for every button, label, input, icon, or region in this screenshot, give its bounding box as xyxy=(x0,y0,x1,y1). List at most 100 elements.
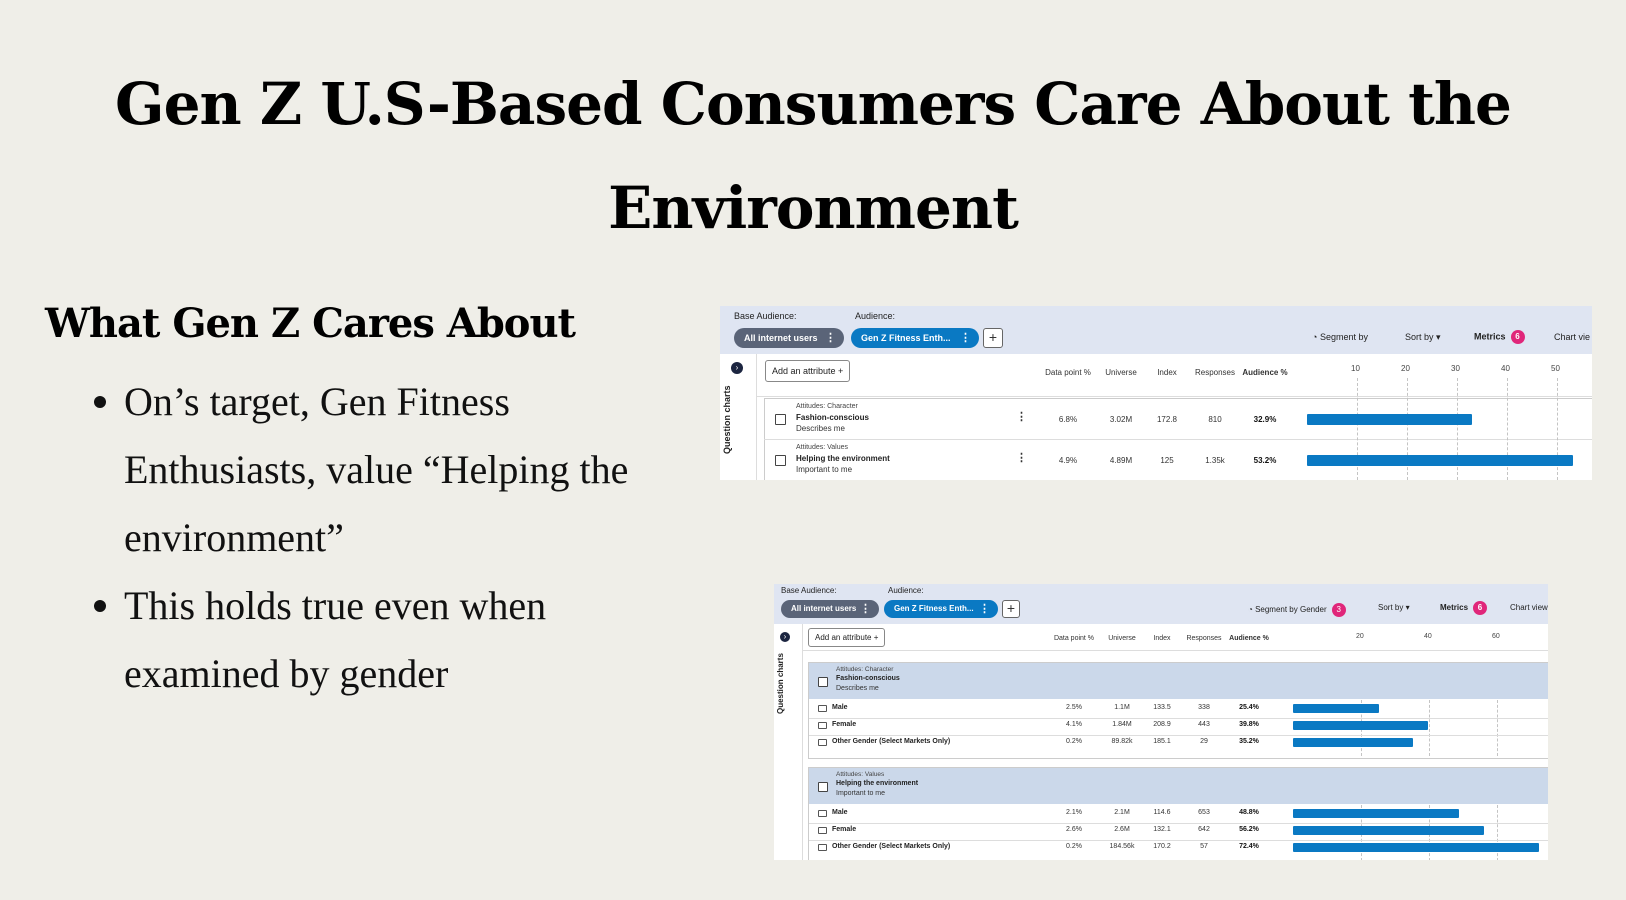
audience-value: 32.9% xyxy=(1253,415,1277,424)
axis-tick-label: 30 xyxy=(1451,364,1460,373)
audience-value: 53.2% xyxy=(1253,456,1277,465)
data-point-value: 2.5% xyxy=(1066,704,1082,711)
sort-by-label: Sort by xyxy=(1378,603,1404,612)
expand-arrow-icon[interactable]: › xyxy=(731,362,743,374)
data-point-value: 2.1% xyxy=(1066,809,1082,816)
add-attribute-label: Add an attribute xyxy=(815,633,872,642)
audience-bar xyxy=(1293,826,1485,835)
audience-pill[interactable]: Gen Z Fitness Enth... ⋮ xyxy=(851,328,979,348)
add-audience-button[interactable]: + xyxy=(1002,600,1020,618)
segment-label: Other Gender (Select Markets Only) xyxy=(832,738,951,745)
audience-pill[interactable]: Gen Z Fitness Enth... ⋮ xyxy=(884,600,998,618)
segment-label: Other Gender (Select Markets Only) xyxy=(832,843,951,850)
question-charts-sidebar: › Question charts xyxy=(720,354,757,480)
metrics-button[interactable]: Metrics 6 xyxy=(1440,601,1488,615)
segment-by-label: Segment by Gender xyxy=(1255,605,1327,615)
column-header: Universe xyxy=(1105,368,1137,377)
row-name: Fashion-conscious xyxy=(796,413,869,422)
audience-value: 72.4% xyxy=(1239,843,1259,850)
axis-tick-label: 50 xyxy=(1551,364,1560,373)
responses-value: 642 xyxy=(1198,826,1210,833)
chart-view-button[interactable]: Chart vie xyxy=(1554,332,1591,342)
group-header xyxy=(809,768,1548,804)
kebab-icon[interactable]: ⋮ xyxy=(1016,411,1027,423)
segment-icon xyxy=(818,844,827,851)
divider xyxy=(802,650,1548,651)
segment-by-button[interactable]: ◔ Segment by xyxy=(1312,332,1368,342)
sort-by-button[interactable]: Sort by ▾ xyxy=(1378,603,1410,612)
group-checkbox[interactable] xyxy=(818,677,828,687)
kebab-icon[interactable]: ⋮ xyxy=(1016,452,1027,464)
gridline xyxy=(1457,378,1458,480)
chevron-down-icon: ▾ xyxy=(1433,332,1441,342)
group-checkbox[interactable] xyxy=(818,782,828,792)
audience-value: 48.8% xyxy=(1239,809,1259,816)
group-subtitle: Important to me xyxy=(836,790,886,797)
segment-icon: ◔ xyxy=(1248,605,1256,615)
axis-tick-label: 40 xyxy=(1501,364,1510,373)
segment-icon xyxy=(818,739,827,746)
bullet-dot-icon xyxy=(94,396,106,408)
row-category: Attitudes: Character xyxy=(796,403,858,410)
index-value: 132.1 xyxy=(1153,826,1171,833)
sort-by-button[interactable]: Sort by ▾ xyxy=(1405,332,1441,343)
kebab-icon[interactable]: ⋮ xyxy=(960,332,971,344)
group-category: Attitudes: Character xyxy=(836,666,894,673)
column-header: Data point % xyxy=(1045,368,1091,377)
add-attribute-button[interactable]: Add an attribute + xyxy=(808,628,886,647)
segment-by-gender-button[interactable]: ◔ Segment by Gender 3 xyxy=(1248,603,1346,617)
base-audience-pill[interactable]: All internet users ⋮ xyxy=(781,600,879,618)
row-checkbox[interactable] xyxy=(775,455,786,466)
axis-tick-label: 40 xyxy=(1424,633,1432,640)
data-point-value: 0.2% xyxy=(1066,738,1082,745)
audience-bar xyxy=(1293,738,1413,747)
segment-icon xyxy=(818,827,827,834)
data-point-value: 0.2% xyxy=(1066,843,1082,850)
responses-value: 810 xyxy=(1208,415,1222,424)
base-audience-label: Base Audience: xyxy=(781,586,837,595)
column-header: Audience % xyxy=(1242,368,1288,377)
bullet-dot-icon xyxy=(94,600,106,612)
axis-tick-label: 20 xyxy=(1356,633,1364,640)
base-audience-pill-label: All internet users xyxy=(791,604,857,613)
segment-icon: ◔ xyxy=(1312,332,1320,342)
row-checkbox[interactable] xyxy=(775,414,786,425)
add-attribute-button[interactable]: Add an attribute + xyxy=(765,360,851,382)
index-value: 133.5 xyxy=(1153,704,1171,711)
chart-view-button[interactable]: Chart view xyxy=(1510,603,1548,612)
divider xyxy=(809,840,1548,841)
column-header: Universe xyxy=(1108,635,1136,642)
row-subtitle: Important to me xyxy=(796,465,853,474)
column-header: Index xyxy=(1153,635,1171,642)
sort-by-label: Sort by xyxy=(1405,332,1434,342)
gridline xyxy=(1407,378,1408,480)
gridline xyxy=(1497,700,1498,756)
universe-value: 3.02M xyxy=(1109,415,1133,424)
gridline xyxy=(1497,805,1498,860)
kebab-icon[interactable]: ⋮ xyxy=(860,603,871,615)
column-header: Audience % xyxy=(1229,635,1269,642)
kebab-icon[interactable]: ⋮ xyxy=(979,603,990,615)
metrics-button[interactable]: Metrics 6 xyxy=(1474,330,1525,344)
segment-label: Male xyxy=(832,704,848,711)
group-subtitle: Describes me xyxy=(836,685,879,692)
base-audience-pill[interactable]: All internet users ⋮ xyxy=(734,328,844,348)
add-audience-button[interactable]: + xyxy=(983,328,1003,348)
kebab-icon[interactable]: ⋮ xyxy=(825,332,836,344)
group-header xyxy=(809,663,1548,699)
column-header: Responses xyxy=(1194,368,1236,377)
universe-value: 1.1M xyxy=(1114,704,1130,711)
expand-arrow-icon[interactable]: › xyxy=(780,632,790,642)
gridline xyxy=(1507,378,1508,480)
responses-value: 1.35k xyxy=(1205,456,1225,465)
metrics-label: Metrics xyxy=(1474,331,1506,342)
column-header: Index xyxy=(1157,368,1177,377)
row-name: Helping the environment xyxy=(796,454,890,463)
index-value: 208.9 xyxy=(1153,721,1171,728)
bullet-text: This holds true even when examined by ge… xyxy=(124,583,547,696)
data-point-value: 2.6% xyxy=(1066,826,1082,833)
universe-value: 89.82k xyxy=(1111,738,1133,745)
divider xyxy=(809,735,1548,736)
column-header: Responses xyxy=(1186,635,1222,642)
segment-label: Female xyxy=(832,826,857,833)
